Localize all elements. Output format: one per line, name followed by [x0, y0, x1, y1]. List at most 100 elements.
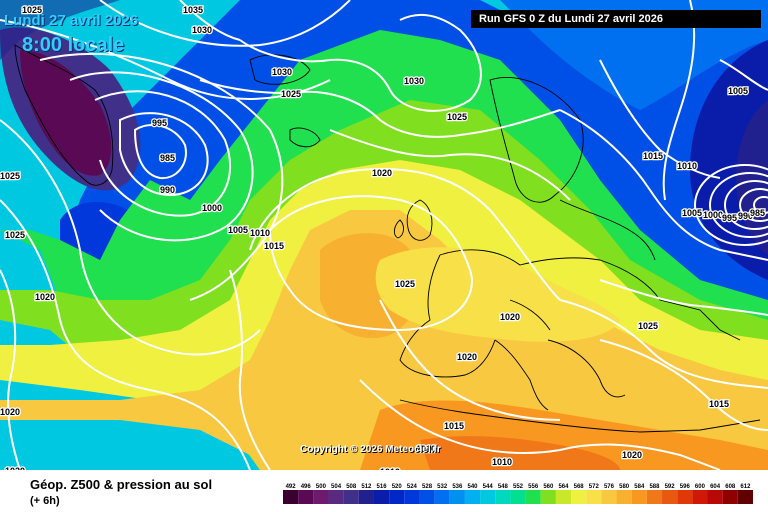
legend-label: 604: [710, 484, 721, 490]
coastlines: [14, 44, 761, 433]
pressure-label-halo: 1015: [643, 151, 663, 161]
legend-label: 596: [680, 484, 691, 490]
field-lightorange: [0, 210, 768, 470]
pressure-label-halo: 1005: [728, 86, 748, 96]
pressure-label-halo: 1025: [22, 5, 42, 15]
pressure-label-halo: 1020: [0, 407, 20, 417]
pressure-label-halo: 1015: [264, 241, 284, 251]
pressure-label-halo: 985: [160, 153, 175, 163]
legend-label: 560: [543, 484, 554, 490]
legend-swatch: [480, 490, 496, 504]
legend-swatch: [464, 490, 481, 504]
legend-swatch: [722, 490, 738, 504]
pressure-label: 1020: [0, 407, 20, 417]
legend-swatch: [389, 490, 405, 504]
pressure-label: 1020: [622, 450, 642, 460]
legend-label: 552: [513, 484, 524, 490]
pressure-label-halo: 990: [738, 211, 753, 221]
pressure-label-halo: 1020: [457, 352, 477, 362]
pressure-label: 1015: [643, 151, 663, 161]
pressure-labels: 1030103010351035102510251030103010251025…: [0, 4, 766, 470]
field-deepnavy-ne: [736, 100, 768, 255]
pressure-label: 1025: [5, 230, 25, 240]
legend-swatch: [662, 490, 678, 504]
pressure-label: 1030: [404, 76, 424, 86]
footer-title: Géop. Z500 & pression au sol: [30, 477, 213, 492]
legend-swatch: [343, 490, 359, 504]
pressure-label-halo: 1025: [5, 230, 25, 240]
pressure-label-halo: 1025: [281, 89, 301, 99]
legend-label: 536: [452, 484, 463, 490]
legend-label: 588: [649, 484, 660, 490]
pressure-label-halo: 985: [750, 208, 765, 218]
pressure-label: 1000: [703, 210, 723, 220]
pressure-label-halo: 1030: [272, 67, 292, 77]
legend-label: 524: [407, 484, 418, 490]
pressure-label: 990: [738, 211, 753, 221]
legend-label: 496: [301, 484, 312, 490]
legend-label: 504: [331, 484, 342, 490]
legend-label: 540: [468, 484, 479, 490]
pressure-label: 1005: [228, 225, 248, 235]
legend-label: 548: [498, 484, 509, 490]
legend-label: 516: [377, 484, 388, 490]
legend-swatch: [495, 490, 511, 504]
legend-swatch: [586, 490, 602, 504]
legend-label: 592: [665, 484, 676, 490]
pressure-label: 1020: [457, 352, 477, 362]
pressure-label: 1010: [250, 228, 270, 238]
field-navy-nw: [0, 0, 120, 60]
legend-label: 500: [316, 484, 327, 490]
legend-label: 572: [589, 484, 600, 490]
legend-label: 576: [604, 484, 615, 490]
run-title: Run GFS 0 Z du Lundi 27 avril 2026: [471, 10, 761, 28]
legend-label: 492: [286, 484, 297, 490]
legend-swatch: [358, 490, 374, 504]
legend-label: 528: [422, 484, 433, 490]
legend-swatch: [313, 490, 329, 504]
color-legend: 492 496 500 504 508 512 516 520 524 528 532 536 540 5…: [283, 484, 753, 504]
legend-swatch: [525, 490, 541, 504]
pressure-label-halo: 1015: [709, 399, 729, 409]
pressure-label: 1025: [0, 171, 20, 181]
legend-swatch: [328, 490, 344, 504]
legend-label: 556: [528, 484, 539, 490]
legend-label: 508: [346, 484, 357, 490]
legend-swatch: [283, 490, 299, 504]
pressure-label-halo: 1010: [250, 228, 270, 238]
legend-swatch: [404, 490, 420, 504]
pressure-label: 1035: [183, 5, 203, 15]
pressure-label: 1010: [380, 467, 400, 470]
pressure-label-halo: 1025: [638, 321, 658, 331]
legend-swatch: [677, 490, 693, 504]
pressure-label: 985: [750, 208, 765, 218]
pressure-label-halo: 1015: [444, 421, 464, 431]
pressure-label: 1010: [677, 161, 697, 171]
legend-swatch: [571, 490, 587, 504]
pressure-label: 995: [722, 213, 737, 223]
legend-swatch: [540, 490, 556, 504]
pressure-label-halo: 1010: [380, 467, 400, 470]
pressure-label: 1005: [682, 208, 702, 218]
pressure-label-halo: 995: [152, 118, 167, 128]
field-darkpurple-low: [20, 50, 112, 176]
pressure-label-halo: 1020: [500, 312, 520, 322]
legend-swatch: [631, 490, 647, 504]
pressure-label: 985: [160, 153, 175, 163]
legend-label: 608: [725, 484, 736, 490]
pressure-label: 1020: [500, 312, 520, 322]
legend-swatch: [555, 490, 572, 504]
weather-map: 1030103010351035102510251030103010251025…: [0, 0, 768, 470]
pressure-label-halo: 1005: [228, 225, 248, 235]
pressure-label-halo: 1025: [0, 171, 20, 181]
legend-swatch: [707, 490, 723, 504]
pressure-label-halo: 990: [160, 185, 175, 195]
pressure-label: 1015: [444, 421, 464, 431]
pressure-label-halo: 1030: [404, 76, 424, 86]
pressure-label: 1025: [395, 279, 415, 289]
pressure-label: 1020: [35, 292, 55, 302]
legend-label: 584: [634, 484, 645, 490]
legend-swatch: [692, 490, 708, 504]
legend-label: 544: [483, 484, 494, 490]
legend-label: 580: [619, 484, 630, 490]
